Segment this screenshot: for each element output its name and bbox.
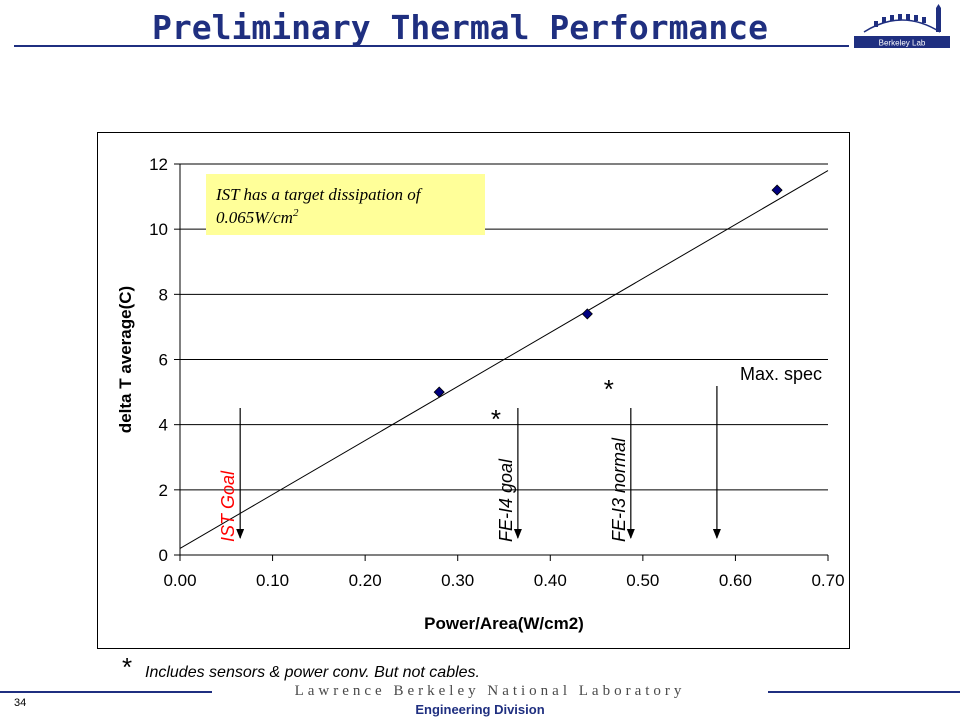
y-tick-label: 10: [149, 220, 168, 239]
y-axis-label: delta T average(C): [116, 286, 135, 433]
y-tick-label: 8: [159, 285, 168, 304]
y-tick-label: 12: [149, 155, 168, 174]
data-point: [771, 184, 783, 196]
note-box-superscript: 2: [293, 207, 299, 219]
annotation-label: IST Goal: [218, 470, 238, 542]
x-tick-label: 0.10: [256, 571, 289, 590]
slide-title: Preliminary Thermal Performance: [152, 8, 768, 47]
annotation-label: Max. spec: [740, 364, 822, 384]
y-tick-label: 2: [159, 481, 168, 500]
lab-banner: Lawrence Berkeley National Laboratory: [212, 683, 768, 701]
note-box: [206, 174, 485, 235]
y-tick-label: 6: [159, 351, 168, 370]
x-tick-label: 0.30: [441, 571, 474, 590]
x-tick-label: 0.50: [626, 571, 659, 590]
annotation-star: *: [604, 374, 614, 404]
page-number: 34: [14, 697, 27, 709]
annotation-label: FE-I4 goal: [496, 458, 516, 542]
annotation-star: *: [491, 404, 501, 434]
footer-division: Engineering Division: [415, 702, 545, 717]
x-tick-label: 0.20: [349, 571, 382, 590]
footnote-star: *: [122, 652, 133, 682]
data-point: [433, 386, 445, 398]
data-point: [581, 308, 593, 320]
x-tick-label: 0.40: [534, 571, 567, 590]
lab-banner-text: Lawrence Berkeley National Laboratory: [294, 683, 686, 699]
x-axis-label: Power/Area(W/cm2): [424, 614, 584, 633]
x-tick-label: 0.60: [719, 571, 752, 590]
berkeley-lab-logo-icon: Berkeley Lab: [854, 4, 950, 48]
chart-frame: [97, 132, 850, 649]
x-tick-label: 0.00: [163, 571, 196, 590]
note-box-line: 0.065W/cm2: [216, 207, 299, 227]
y-tick-label: 4: [159, 416, 168, 435]
y-tick-label: 0: [159, 546, 168, 565]
note-box-line: IST has a target dissipation of: [215, 185, 423, 204]
title-rule: [14, 45, 849, 47]
annotation-label: FE-I3 normal: [609, 437, 629, 542]
trendline: [179, 170, 829, 549]
logo-text: Berkeley Lab: [879, 39, 926, 48]
footnote-text: Includes sensors & power conv. But not c…: [145, 664, 480, 681]
x-tick-label: 0.70: [811, 571, 844, 590]
